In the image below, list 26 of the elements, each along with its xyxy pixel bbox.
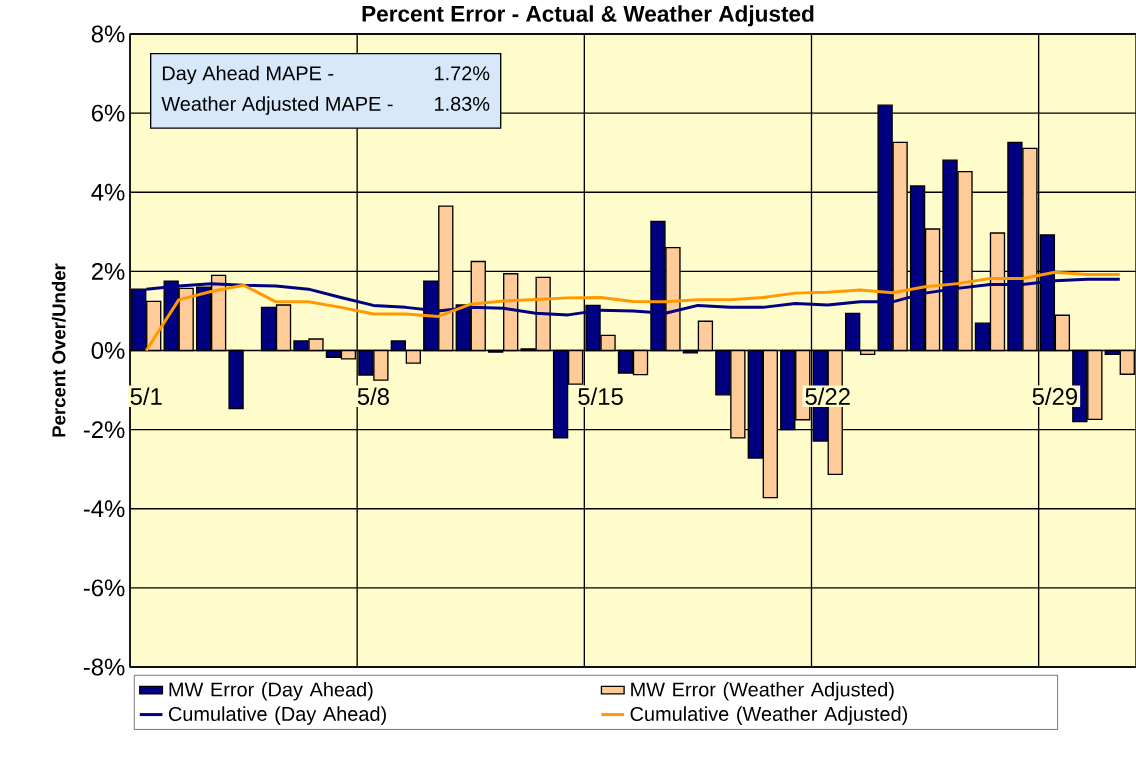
y-tick-label: 8%: [91, 25, 125, 43]
annotation: Day Ahead MAPE -: [162, 65, 334, 85]
x-tick-label: 5/8: [357, 387, 389, 405]
y-tick-label: -2%: [83, 421, 125, 439]
x-tick-label: 5/29: [1032, 387, 1078, 405]
y-tick-label: -4%: [83, 500, 125, 518]
y-tick-label: 6%: [91, 104, 125, 122]
legend-label: Cumulative (Weather Adjusted): [630, 706, 908, 725]
annotation: Weather Adjusted MAPE -: [161, 96, 393, 115]
legend-label: MW Error (Day Ahead): [169, 681, 373, 701]
chart-title: Percent Error - Actual & Weather Adjusted: [362, 5, 814, 27]
y-tick-label: 4%: [91, 183, 125, 201]
y-tick-label: 2%: [91, 262, 125, 280]
x-tick-label: 5/1: [130, 387, 162, 405]
y-axis-title: Percent Over/Under: [51, 263, 66, 437]
annotation: 1.83%: [435, 96, 490, 111]
annotation: 1.72%: [435, 66, 490, 81]
legend-label: MW Error (Weather Adjusted): [631, 681, 894, 701]
x-tick-label: 5/15: [578, 387, 623, 405]
y-tick-label: -6%: [83, 579, 125, 597]
legend-label: Cumulative (Day Ahead): [168, 706, 386, 725]
y-tick-label: 0%: [91, 342, 125, 359]
y-tick-label: -8%: [83, 658, 125, 676]
x-tick-label: 5/22: [805, 387, 850, 405]
line-series: [144, 270, 1122, 352]
bar: [228, 349, 244, 410]
